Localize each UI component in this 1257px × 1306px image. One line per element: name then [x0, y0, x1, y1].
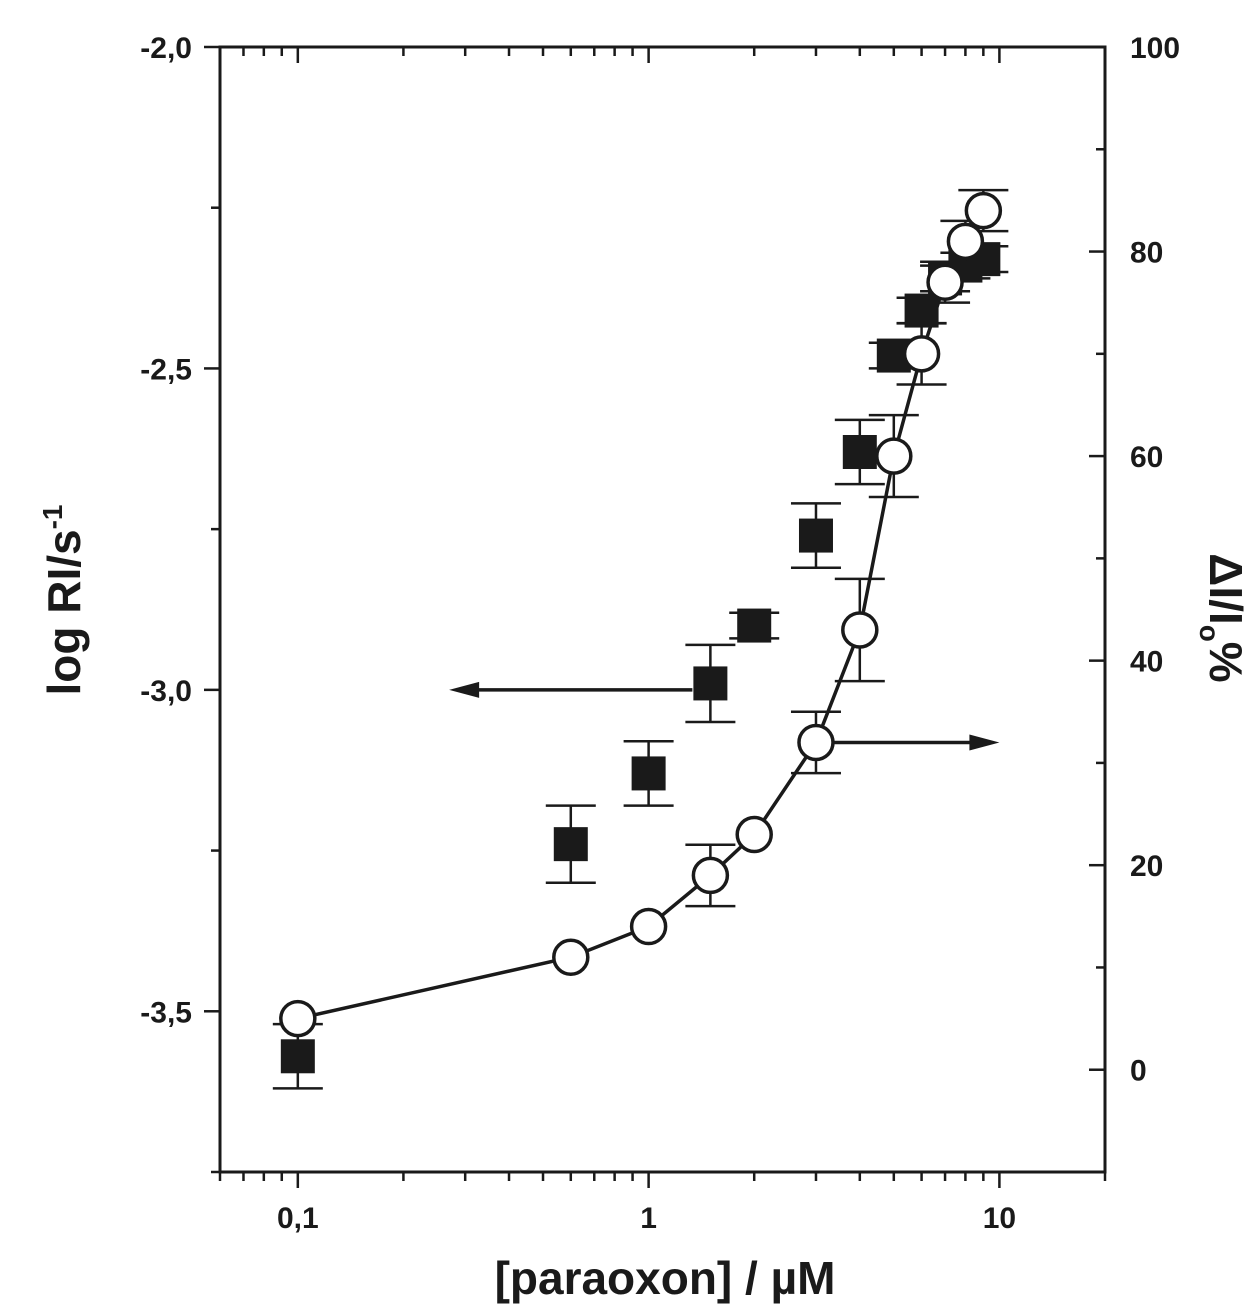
y-right-tick-label: 80 — [1130, 237, 1163, 270]
y-right-tick-label: 100 — [1130, 32, 1180, 65]
y-axis-title-right-sub: o — [1194, 625, 1225, 642]
open-circle-marker — [629, 907, 668, 946]
y-left-tick-label: -3,5 — [140, 996, 192, 1029]
open-circle-marker — [902, 335, 941, 373]
open-circle-marker — [279, 999, 317, 1038]
y-axis-title-left-main: log RI/s — [38, 529, 90, 695]
x-tick-label: 10 — [983, 1202, 1016, 1235]
open-circle-marker — [964, 191, 1003, 230]
y-axis-title-right-tail: % — [1200, 642, 1252, 683]
filled-square-marker — [798, 518, 833, 553]
open-circle-marker — [926, 263, 964, 301]
filled-square-marker — [737, 608, 772, 643]
open-circle-marker — [552, 938, 590, 976]
open-circle-marker — [946, 222, 985, 261]
open-circle-marker — [841, 611, 879, 649]
y-right-tick-label: 20 — [1130, 850, 1163, 883]
y-right-tick-label: 0 — [1130, 1055, 1147, 1088]
plot-frame — [218, 45, 1107, 1174]
y-axis-title-right: ΔI/Io% — [1194, 553, 1252, 682]
y-left-tick-label: -2,5 — [140, 353, 192, 386]
y-right-tick-label: 60 — [1130, 441, 1163, 474]
filled-square-marker — [842, 435, 877, 469]
x-tick-label: 1 — [640, 1202, 657, 1235]
y-axis-title-left: log RI/s-1 — [37, 504, 90, 695]
y-left-tick-label: -3,0 — [140, 675, 192, 708]
open-circle-marker — [691, 856, 730, 895]
filled-square-marker — [631, 756, 666, 791]
filled-square-marker — [553, 827, 588, 862]
y-right-tick-label: 40 — [1130, 646, 1163, 679]
filled-square-marker — [280, 1039, 315, 1074]
x-tick-label: 0,1 — [277, 1202, 319, 1235]
y-axis-title-left-sup: -1 — [37, 504, 68, 529]
open-circle-series-line — [297, 209, 985, 1021]
arrow-left-head — [449, 681, 480, 698]
filled-square-marker — [693, 666, 728, 701]
y-left-tick-label: -2,0 — [140, 32, 192, 65]
open-circle-marker — [875, 437, 913, 475]
x-axis-title: [paraoxon] / µM — [495, 1252, 836, 1304]
arrow-right-head — [969, 734, 1000, 751]
filled-square-marker — [904, 293, 939, 328]
y-axis-title-right-main: ΔI/I — [1200, 553, 1252, 624]
open-circle-marker — [735, 815, 773, 854]
open-circle-marker — [797, 723, 835, 762]
